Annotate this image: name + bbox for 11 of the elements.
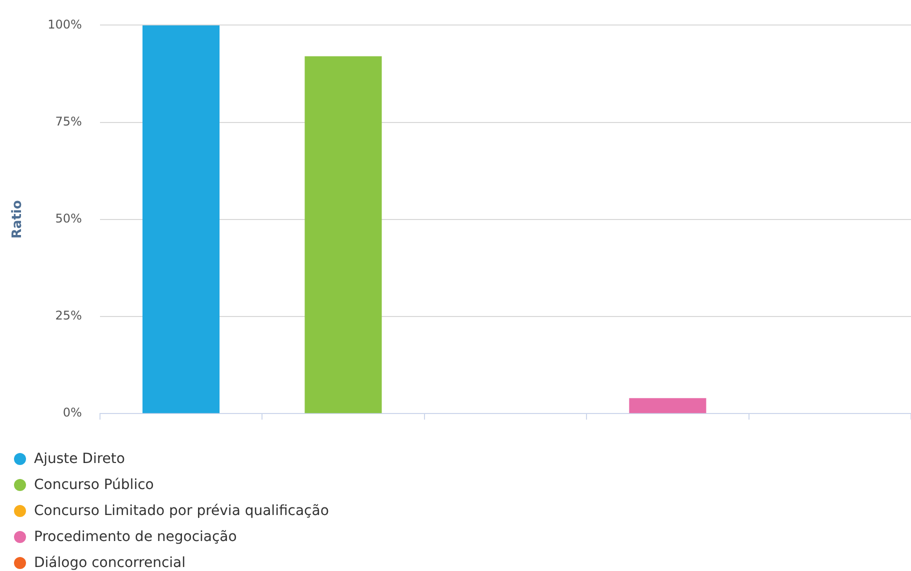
y-tick-label: 25% [55, 308, 82, 323]
y-tick-label: 50% [55, 212, 82, 226]
legend-label: Procedimento de negociação [33, 528, 238, 547]
legend-label: Concurso Limitado por prévia qualificação [33, 502, 329, 521]
y-axis-title: Ratio [10, 200, 26, 239]
y-tick-label: 100% [48, 17, 82, 32]
y-tick-label: 75% [55, 114, 82, 128]
legend-label: Ajuste Direto [33, 450, 126, 469]
legend-label: Concurso Público [33, 476, 155, 495]
legend-label: Diálogo concorrencial [33, 554, 187, 571]
y-tick-label: 0% [62, 406, 82, 420]
